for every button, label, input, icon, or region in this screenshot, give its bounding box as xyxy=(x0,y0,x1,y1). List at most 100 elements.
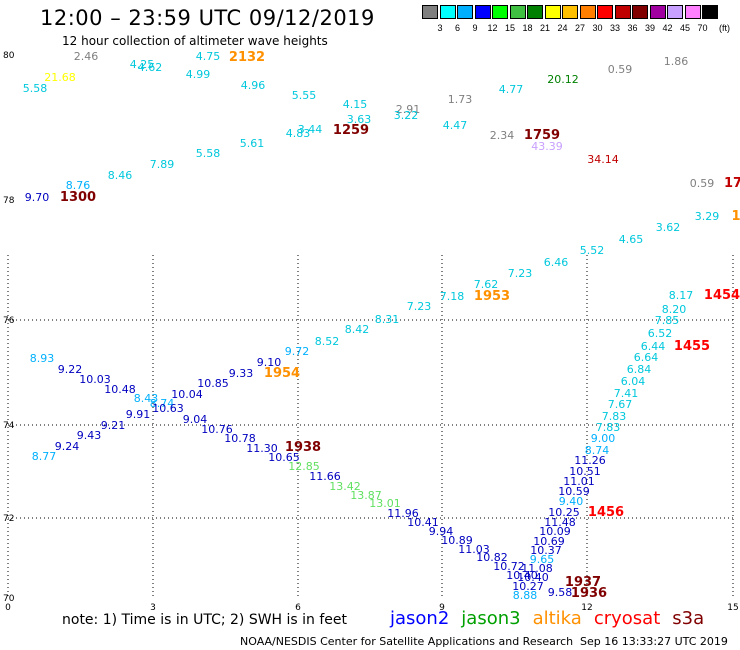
legend-swatch xyxy=(702,5,718,19)
legend-swatch xyxy=(597,5,613,19)
legend-swatch xyxy=(579,5,596,19)
wave-height-label: 10.37 xyxy=(530,544,562,557)
wave-height-label: 10.59 xyxy=(558,485,590,498)
credit-line: NOAA/NESDIS Center for Satellite Applica… xyxy=(240,635,574,648)
x-tick-label: 15 xyxy=(727,603,738,613)
pass-time-label: 1937 xyxy=(565,575,601,590)
wave-height-label: 11.08 xyxy=(521,562,553,575)
wave-height-label: 9.72 xyxy=(285,345,310,358)
wave-height-label: 10.48 xyxy=(104,383,136,396)
wave-height-label: 7.23 xyxy=(508,267,533,280)
wave-height-label: 7.85 xyxy=(655,314,680,327)
wave-height-label: 6.52 xyxy=(648,327,673,340)
wave-height-label: 10.82 xyxy=(476,551,508,564)
legend-swatch xyxy=(422,5,438,19)
wave-height-label: 11.03 xyxy=(458,543,490,556)
wave-height-label: 3.22 xyxy=(394,109,419,122)
wave-height-label: 4.65 xyxy=(619,233,644,246)
wave-height-label: 5.61 xyxy=(240,137,265,150)
wave-height-label: 3.29 xyxy=(695,210,720,223)
wave-height-label: 8.17 xyxy=(669,289,694,302)
legend-label: 12 xyxy=(487,23,498,33)
satellite-altika: altika xyxy=(532,608,582,629)
wave-height-label: 2.34 xyxy=(490,129,515,142)
wave-height-label: 10.25 xyxy=(548,506,580,519)
wave-height-label: 7.89 xyxy=(150,158,175,171)
x-tick-label: 6 xyxy=(295,603,301,613)
wave-height-label: 11.30 xyxy=(246,442,278,455)
wave-height-label: 10.78 xyxy=(224,432,256,445)
wave-height-label: 10.27 xyxy=(512,580,544,593)
wave-height-label: 3.44 xyxy=(298,123,323,136)
wave-height-label: 9.22 xyxy=(58,363,83,376)
x-tick-label: 3 xyxy=(150,603,156,613)
wave-height-label: 5.52 xyxy=(580,244,605,257)
wave-height-label: 6.64 xyxy=(634,351,659,364)
wave-height-label: 10.51 xyxy=(569,465,601,478)
legend-label: 6 xyxy=(454,23,460,33)
wave-height-label: 11.96 xyxy=(387,507,419,520)
y-tick-label: 70 xyxy=(3,594,15,604)
wave-height-label: 13.01 xyxy=(369,497,401,510)
wave-height-label: 4.96 xyxy=(241,79,266,92)
legend-swatch xyxy=(684,5,701,19)
legend-label: 15 xyxy=(504,23,515,33)
legend-swatch xyxy=(544,5,561,19)
satellite-s3a: s3a xyxy=(672,608,705,629)
legend-swatch xyxy=(667,5,683,19)
wave-height-label: 6.84 xyxy=(627,363,652,376)
satellite-jason3: jason3 xyxy=(461,608,521,629)
pass-time-label: 1954 xyxy=(264,366,300,381)
wave-height-label: 10.63 xyxy=(152,402,184,415)
wave-height-label: 10.40 xyxy=(506,569,538,582)
wave-height-label: 8.52 xyxy=(315,335,340,348)
wave-height-label: 8.76 xyxy=(66,179,91,192)
y-tick-label: 76 xyxy=(3,316,15,326)
legend-label: 24 xyxy=(557,23,568,33)
wave-height-label: 0.59 xyxy=(608,63,633,76)
wave-height-label: 7.67 xyxy=(608,398,633,411)
wave-height-label: 10.09 xyxy=(539,525,571,538)
y-tick-label: 74 xyxy=(3,421,15,431)
wave-height-label: 7.23 xyxy=(407,300,432,313)
wave-height-label: 4.25 xyxy=(130,58,155,71)
legend-label: 21 xyxy=(539,23,550,33)
wave-height-label: 9.43 xyxy=(77,429,102,442)
wave-height-label: 4.47 xyxy=(443,119,468,132)
wave-height-label: 7.83 xyxy=(602,410,627,423)
map-grid xyxy=(7,255,734,598)
map-title: 12:00 – 23:59 UTC 09/12/2019 xyxy=(40,6,375,30)
pass-time-label: 17 xyxy=(724,176,740,191)
legend-swatch xyxy=(614,5,631,19)
legend-swatch xyxy=(649,5,666,19)
y-tick-label: 78 xyxy=(3,196,15,206)
wave-height-label: 8.88 xyxy=(513,589,538,602)
pass-time-label: 1953 xyxy=(474,289,510,304)
pass-time-label: 1259 xyxy=(333,123,369,138)
wave-height-label: 13.42 xyxy=(329,480,361,493)
legend-swatch xyxy=(439,5,456,19)
wave-height-label: 8.46 xyxy=(108,169,133,182)
wave-height-label: 6.46 xyxy=(544,256,569,269)
legend-swatch xyxy=(474,5,491,19)
wave-height-label: 34.14 xyxy=(587,153,619,166)
wave-height-label: 13.87 xyxy=(350,489,382,502)
legend-label: 30 xyxy=(592,23,603,33)
pass-time-label: 1936 xyxy=(571,586,607,601)
wave-height-label: 43.39 xyxy=(531,140,563,153)
map-axes: 0 3 6 9 12 15 70 72 74 76 78 80 xyxy=(3,51,739,613)
wave-height-label: 6.44 xyxy=(641,340,666,353)
legend-label: 39 xyxy=(644,23,655,33)
wave-height-label: 11.01 xyxy=(563,475,595,488)
wave-height-label: 11.48 xyxy=(544,516,576,529)
x-tick-label: 9 xyxy=(439,603,445,613)
wave-height-label: 2.91 xyxy=(396,103,421,116)
wave-height-label: 7.83 xyxy=(596,421,621,434)
wave-height-label: 3.63 xyxy=(347,113,372,126)
wave-height-label: 1.73 xyxy=(448,93,473,106)
pass-time-label: 1456 xyxy=(588,505,624,520)
satellite-cryosat: cryosat xyxy=(593,608,661,629)
legend-label: 18 xyxy=(522,23,533,33)
wave-height-label: 9.58 xyxy=(548,586,573,599)
